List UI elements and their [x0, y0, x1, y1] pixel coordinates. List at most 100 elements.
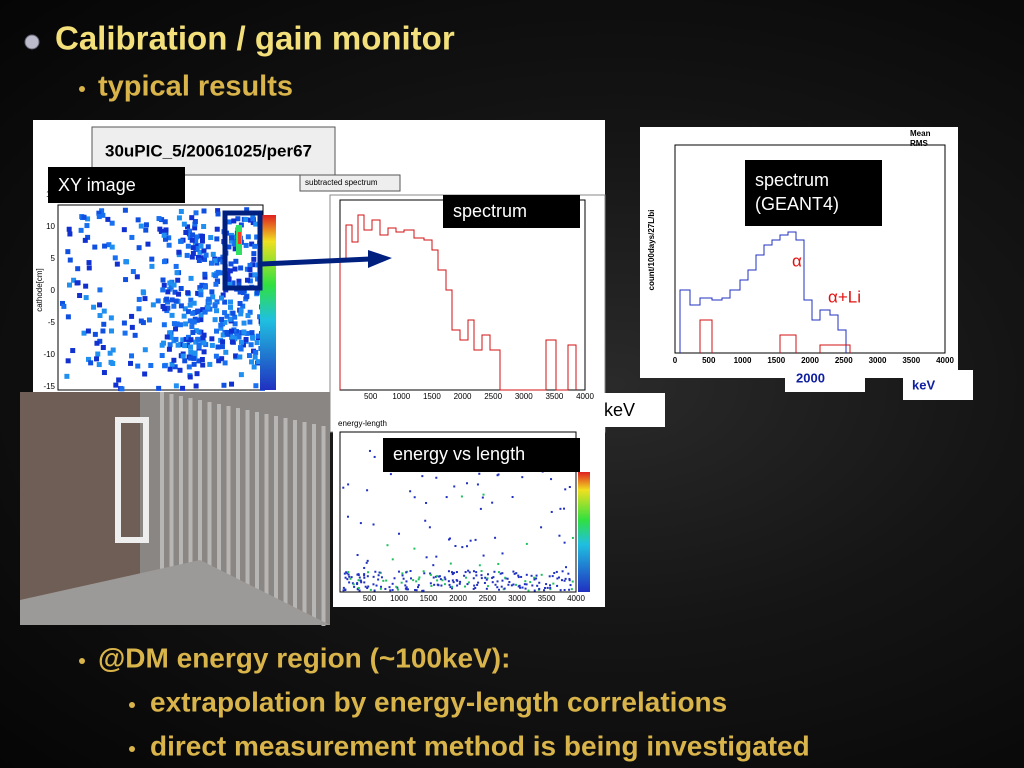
- stats-box: [299, 174, 401, 192]
- cell: [229, 328, 235, 334]
- cell: [235, 216, 241, 222]
- fin: [188, 398, 193, 598]
- cell: [65, 314, 71, 320]
- fin: [283, 418, 288, 618]
- fin: [255, 412, 259, 612]
- dot: [418, 576, 421, 579]
- dot: [343, 572, 346, 575]
- dot: [378, 571, 381, 574]
- cell: [195, 290, 201, 296]
- tick-label: 3500: [902, 356, 920, 365]
- dot: [496, 580, 499, 583]
- cell: [214, 226, 220, 232]
- dot: [497, 571, 500, 574]
- cell: [60, 300, 66, 306]
- cell: [212, 317, 218, 323]
- cell: [145, 241, 151, 247]
- cell: [82, 237, 88, 243]
- cell: [85, 356, 91, 362]
- cell: [243, 336, 249, 342]
- cell: [112, 255, 118, 261]
- dot: [515, 572, 518, 575]
- label-box: [600, 393, 665, 427]
- tick-label: -15: [43, 382, 55, 391]
- dot: [476, 483, 479, 486]
- cell: [219, 316, 225, 322]
- dot: [545, 583, 548, 586]
- cell: [245, 277, 251, 283]
- label-box: [785, 367, 865, 392]
- cell: [123, 277, 129, 283]
- label: spectrum (GEANT4): [755, 170, 839, 214]
- cell: [251, 251, 257, 257]
- dot: [429, 573, 432, 576]
- dot: [449, 562, 452, 565]
- cell: [174, 270, 180, 276]
- cell: [201, 332, 207, 338]
- dot: [550, 510, 553, 513]
- dot: [479, 507, 482, 510]
- cell: [252, 354, 258, 360]
- cell: [96, 210, 102, 216]
- dot: [391, 582, 394, 585]
- dot: [491, 581, 494, 584]
- cell: [196, 329, 202, 335]
- cell: [227, 316, 233, 322]
- cell: [187, 374, 193, 380]
- dot: [480, 577, 483, 580]
- dot: [463, 585, 466, 588]
- cell: [188, 297, 194, 303]
- cell: [149, 256, 155, 262]
- cell: [177, 367, 183, 373]
- dot: [501, 579, 504, 582]
- cell: [102, 243, 108, 249]
- cell: [149, 263, 155, 269]
- dot: [563, 579, 566, 582]
- dot: [510, 584, 513, 587]
- dot: [445, 496, 448, 499]
- cell: [65, 249, 71, 255]
- dot: [434, 575, 437, 578]
- cell: [142, 296, 148, 302]
- cell: [168, 334, 174, 340]
- cell: [138, 223, 144, 229]
- dot: [348, 575, 351, 578]
- cell: [180, 337, 186, 343]
- scatter: [342, 442, 574, 592]
- cell: [182, 358, 188, 364]
- cell: [252, 243, 258, 249]
- dot: [568, 578, 571, 581]
- dot: [452, 581, 455, 584]
- cell: [162, 219, 168, 225]
- cell: [143, 227, 149, 233]
- dot: [346, 572, 349, 575]
- cell: [99, 208, 105, 214]
- bullet: [129, 746, 135, 752]
- cell: [167, 280, 173, 286]
- dot: [543, 589, 546, 592]
- cell: [210, 294, 216, 300]
- cell: [165, 299, 171, 305]
- dot: [493, 570, 496, 573]
- dot: [511, 496, 514, 499]
- dot: [551, 575, 554, 578]
- cell: [222, 319, 228, 325]
- fin: [169, 394, 174, 594]
- cell: [67, 257, 73, 263]
- dot: [447, 570, 450, 573]
- dot: [412, 579, 415, 582]
- cell: [208, 235, 214, 241]
- cell: [173, 326, 179, 332]
- geant-red: [699, 319, 851, 353]
- cell: [191, 319, 197, 325]
- dot: [467, 569, 470, 572]
- cell: [83, 283, 89, 289]
- dot: [565, 566, 568, 569]
- cell: [201, 248, 207, 254]
- cell: [188, 337, 194, 343]
- dot: [389, 589, 392, 592]
- dot: [363, 574, 366, 577]
- dot: [530, 574, 533, 577]
- dot: [358, 576, 361, 579]
- fin: [179, 396, 183, 596]
